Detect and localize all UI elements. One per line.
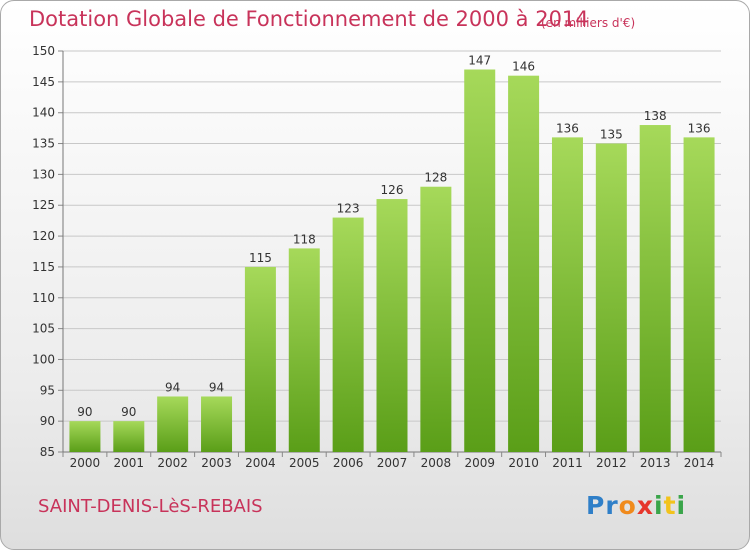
- y-tick-label: 150: [32, 44, 55, 58]
- y-tick-label: 105: [32, 322, 55, 336]
- logo-letter: t: [663, 491, 677, 520]
- x-tick-label: 2003: [201, 456, 232, 470]
- y-tick-label: 85: [40, 445, 55, 459]
- x-tick-label: 2008: [421, 456, 452, 470]
- chart-subtitle: (en milliers d'€): [541, 16, 636, 30]
- data-label: 136: [556, 121, 579, 135]
- x-tick-label: 2001: [114, 456, 145, 470]
- data-label: 128: [424, 171, 447, 185]
- data-label: 146: [512, 60, 535, 74]
- logo-letter: i: [654, 491, 664, 520]
- y-tick-label: 100: [32, 352, 55, 366]
- y-tick-label: 95: [40, 383, 55, 397]
- x-tick-label: 2010: [508, 456, 539, 470]
- logo-letter: r: [605, 491, 619, 520]
- data-label: 90: [121, 405, 136, 419]
- y-tick-label: 130: [32, 167, 55, 181]
- x-tick-label: 2012: [596, 456, 627, 470]
- bar: [464, 69, 496, 452]
- data-label: 138: [644, 109, 667, 123]
- chart-title: Dotation Globale de Fonctionnement de 20…: [29, 7, 589, 31]
- bar: [201, 396, 233, 452]
- labels: 85 90 95 100 105 110 115 120 125 130 135 140 145 150 2…: [32, 44, 714, 470]
- data-label: 94: [209, 380, 224, 394]
- bar: [508, 75, 540, 452]
- x-tick-label: 2002: [157, 456, 188, 470]
- bars: [69, 69, 715, 453]
- data-label: 136: [688, 121, 711, 135]
- logo-letter: o: [618, 491, 637, 520]
- x-tick-label: 2005: [289, 456, 320, 470]
- logo-letter: P: [586, 491, 606, 520]
- x-tick-label: 2007: [377, 456, 408, 470]
- bar: [639, 125, 671, 453]
- bar: [69, 421, 101, 452]
- bar: [288, 248, 320, 452]
- logo-letter: x: [636, 491, 654, 520]
- x-tick-label: 2006: [333, 456, 364, 470]
- bar: [595, 143, 627, 453]
- x-tick-label: 2014: [684, 456, 715, 470]
- data-label: 90: [77, 405, 92, 419]
- proxiti-logo: Proxiti: [586, 491, 686, 520]
- data-label: 126: [381, 183, 404, 197]
- bar: [551, 137, 583, 452]
- y-tick-label: 145: [32, 75, 55, 89]
- data-label: 147: [468, 54, 491, 68]
- y-tick-label: 135: [32, 137, 55, 151]
- data-label: 115: [249, 251, 272, 265]
- commune-name: SAINT-DENIS-LèS-REBAIS: [38, 496, 263, 517]
- y-tick-label: 120: [32, 229, 55, 243]
- data-label: 123: [337, 202, 360, 216]
- bar: [420, 186, 452, 452]
- x-tick-label: 2011: [552, 456, 583, 470]
- data-label: 135: [600, 128, 623, 142]
- x-tick-label: 2004: [245, 456, 276, 470]
- y-tick-label: 90: [40, 414, 55, 428]
- x-tick-label: 2009: [464, 456, 495, 470]
- logo-letter: i: [676, 491, 687, 520]
- bar: [683, 137, 715, 452]
- data-label: 118: [293, 232, 316, 246]
- bar: [157, 396, 189, 452]
- bar: [332, 217, 364, 452]
- bar: [113, 421, 145, 452]
- y-tick-label: 115: [32, 260, 55, 274]
- bar: [244, 266, 276, 452]
- data-label: 94: [165, 380, 180, 394]
- y-tick-label: 140: [32, 106, 55, 120]
- x-tick-label: 2013: [640, 456, 671, 470]
- bar: [376, 199, 408, 452]
- y-tick-label: 110: [32, 291, 55, 305]
- x-tick-label: 2000: [70, 456, 101, 470]
- y-tick-label: 125: [32, 198, 55, 212]
